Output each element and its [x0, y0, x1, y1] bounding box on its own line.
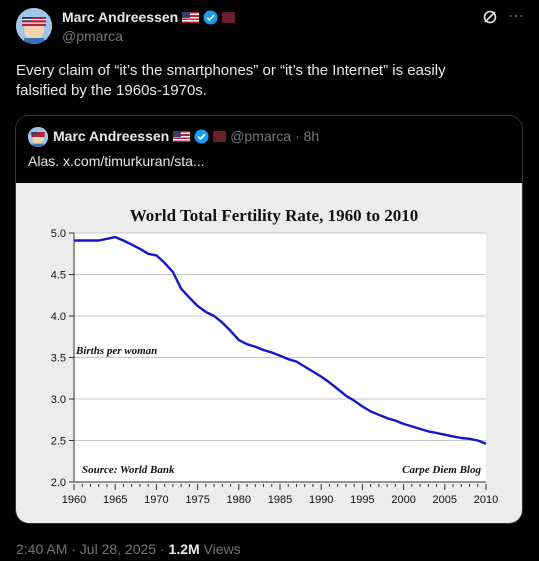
quote-author-name[interactable]: Marc Andreessen: [53, 128, 170, 144]
affiliate-badge-icon[interactable]: [213, 130, 227, 142]
more-icon[interactable]: ⋯: [508, 8, 525, 25]
x-tick-label: 1970: [144, 494, 168, 506]
y-tick-label: 3.5: [51, 353, 66, 365]
x-tick-label: 2005: [433, 494, 457, 506]
x-tick-label: 1985: [268, 494, 292, 506]
author-avatar[interactable]: [16, 8, 52, 44]
us-flag-icon: [182, 11, 200, 23]
verified-badge-icon[interactable]: [194, 128, 209, 144]
x-tick-label: 2000: [391, 494, 415, 506]
x-axis: 1960 1965 1970 1975 1980 1985 1990 1995 2000 2005…: [62, 481, 498, 506]
fertility-series-line: [74, 235, 487, 445]
x-tick-label: 1960: [62, 494, 86, 506]
quote-text: Alas. x.com/timurkuran/sta...: [28, 153, 205, 169]
fertility-chart-image: World Total Fertility Rate, 1960 to 2010…: [16, 183, 522, 523]
y-tick-label: 2.5: [51, 436, 66, 448]
author-handle[interactable]: @pmarca: [62, 28, 123, 44]
quote-handle-time[interactable]: @pmarca · 8h: [230, 128, 320, 144]
y-tick-label: 5.0: [51, 228, 66, 240]
author-name-row: Marc Andreessen: [62, 9, 236, 25]
verified-badge-icon[interactable]: [203, 9, 218, 25]
y-tick-label: 4.5: [51, 270, 66, 282]
quoted-tweet[interactable]: Marc Andreessen @pmarca · 8h Alas. x.com…: [15, 115, 523, 524]
views-label: Views: [199, 541, 241, 557]
fertility-chart: World Total Fertility Rate, 1960 to 2010…: [51, 206, 499, 506]
y-tick-label: 4.0: [51, 311, 66, 323]
chart-source: Source: World Bank: [82, 464, 175, 476]
top-actions: ⋯: [482, 9, 525, 25]
views-count: 1.2M: [168, 541, 200, 557]
affiliate-badge-icon[interactable]: [222, 11, 236, 23]
chart-credit: Carpe Diem Blog: [402, 464, 481, 476]
quote-name-row: Marc Andreessen @pmarca · 8h: [53, 128, 319, 144]
y-axis-label: Births per woman: [75, 345, 157, 357]
x-tick-label: 1975: [185, 494, 209, 506]
x-tick-label: 1965: [103, 494, 127, 506]
tweet-footer: 2:40 AM · Jul 28, 2025 · 1.2M Views: [16, 541, 241, 557]
x-tick-label: 1980: [227, 494, 251, 506]
x-tick-label: 1990: [309, 494, 333, 506]
tweet-text: Every claim of “it’s the smartphones” or…: [16, 62, 446, 99]
grok-icon[interactable]: [482, 9, 498, 25]
timestamp[interactable]: 2:40 AM · Jul 28, 2025 ·: [16, 541, 169, 557]
x-tick-label: 1995: [350, 494, 374, 506]
y-axis: 2.0 2.5 3.0 3.5 4.0 4.5 5.0: [51, 228, 75, 489]
x-tick-label: 2010: [474, 494, 498, 506]
y-tick-label: 3.0: [51, 394, 66, 406]
author-name[interactable]: Marc Andreessen: [62, 9, 179, 25]
us-flag-icon: [173, 130, 191, 142]
quote-author-avatar[interactable]: [28, 127, 48, 147]
chart-title: World Total Fertility Rate, 1960 to 2010: [130, 206, 419, 225]
y-tick-label: 2.0: [51, 477, 66, 489]
